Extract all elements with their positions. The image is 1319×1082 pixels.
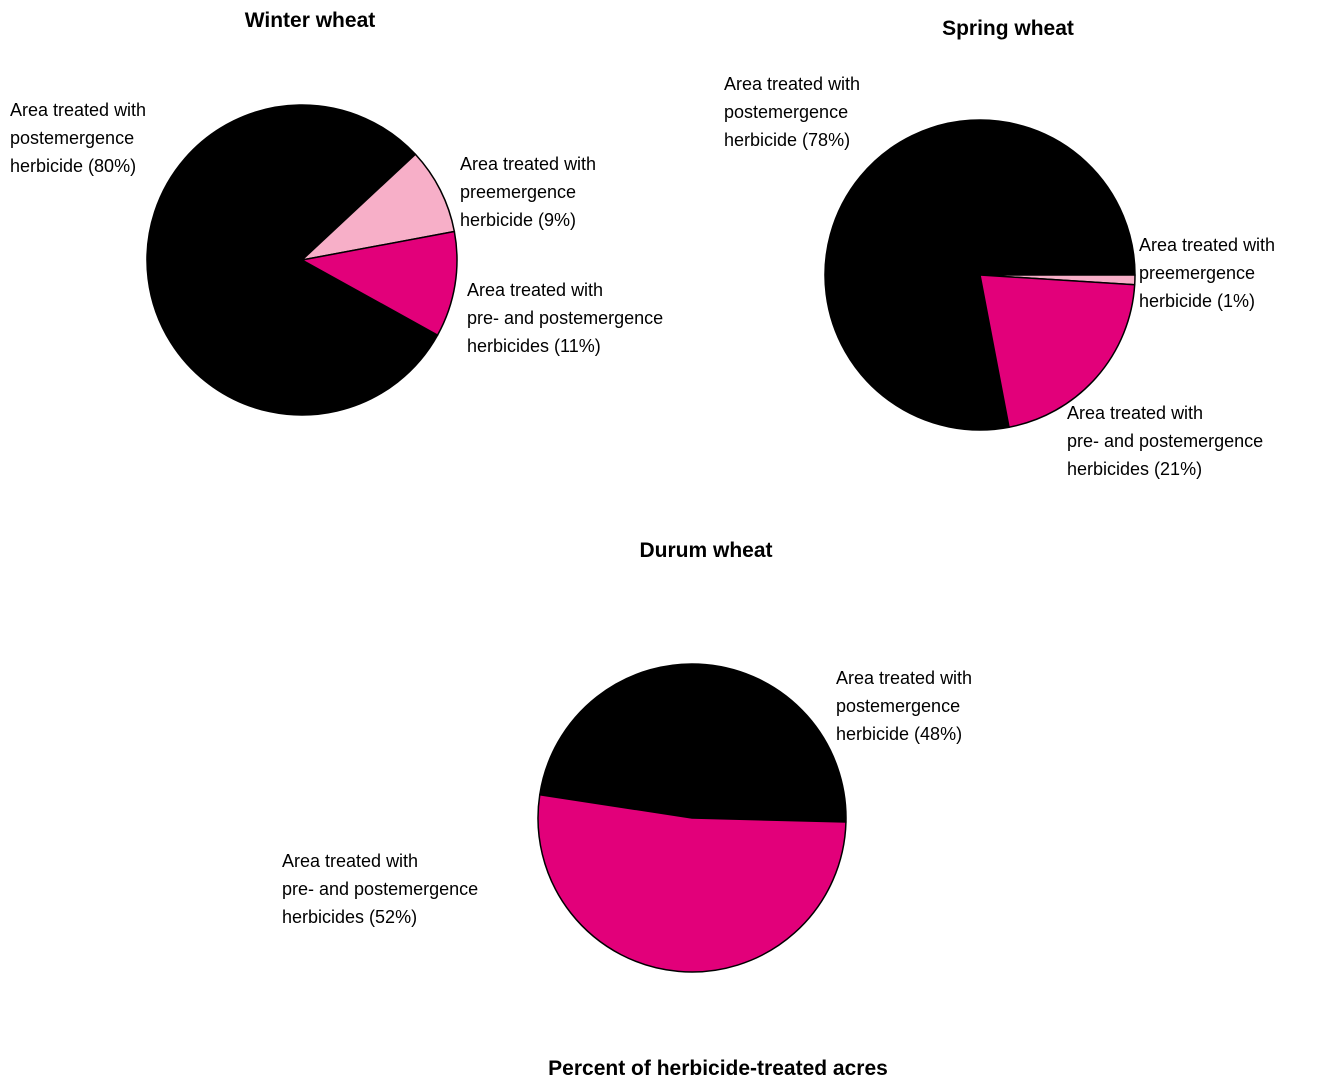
slice-label: Area treated with [10,100,146,120]
slice-label: Area treated with [1067,403,1203,423]
slice-label: Area treated with [1139,235,1275,255]
slice-label: Area treated with [467,280,603,300]
slice-label: pre- and postemergence [282,879,478,899]
slice-label: pre- and postemergence [1067,431,1263,451]
slice-label: preemergence [460,182,576,202]
slice-label: herbicide (78%) [724,130,850,150]
slice-label: herbicide (1%) [1139,291,1255,311]
slice-label: Area treated with [724,74,860,94]
slice-label: postemergence [10,128,134,148]
slice-label: herbicide (80%) [10,156,136,176]
chart-title: Winter wheat [245,9,376,32]
slice-label: Area treated with [836,668,972,688]
caption: Percent of herbicide-treated acres [548,1057,888,1080]
slice-label: Area treated with [460,154,596,174]
slice-label: postemergence [836,696,960,716]
pie-slice [146,104,439,416]
pie-slice [539,663,847,823]
chart-title: Spring wheat [942,17,1074,40]
slice-label: pre- and postemergence [467,308,663,328]
slice-label: herbicide (9%) [460,210,576,230]
pie-slice [979,274,1136,429]
pie-slice [301,230,458,336]
slice-label: herbicides (52%) [282,907,417,927]
slice-label: herbicide (48%) [836,724,962,744]
chart-title: Durum wheat [639,539,772,562]
slice-label: herbicides (21%) [1067,459,1202,479]
slice-label: postemergence [724,102,848,122]
slice-label: Area treated with [282,851,418,871]
pie-slice [537,793,847,973]
pie-slice [824,119,1136,431]
slice-label: preemergence [1139,263,1255,283]
slice-label: herbicides (11%) [467,336,601,356]
pie-slice [301,153,456,261]
